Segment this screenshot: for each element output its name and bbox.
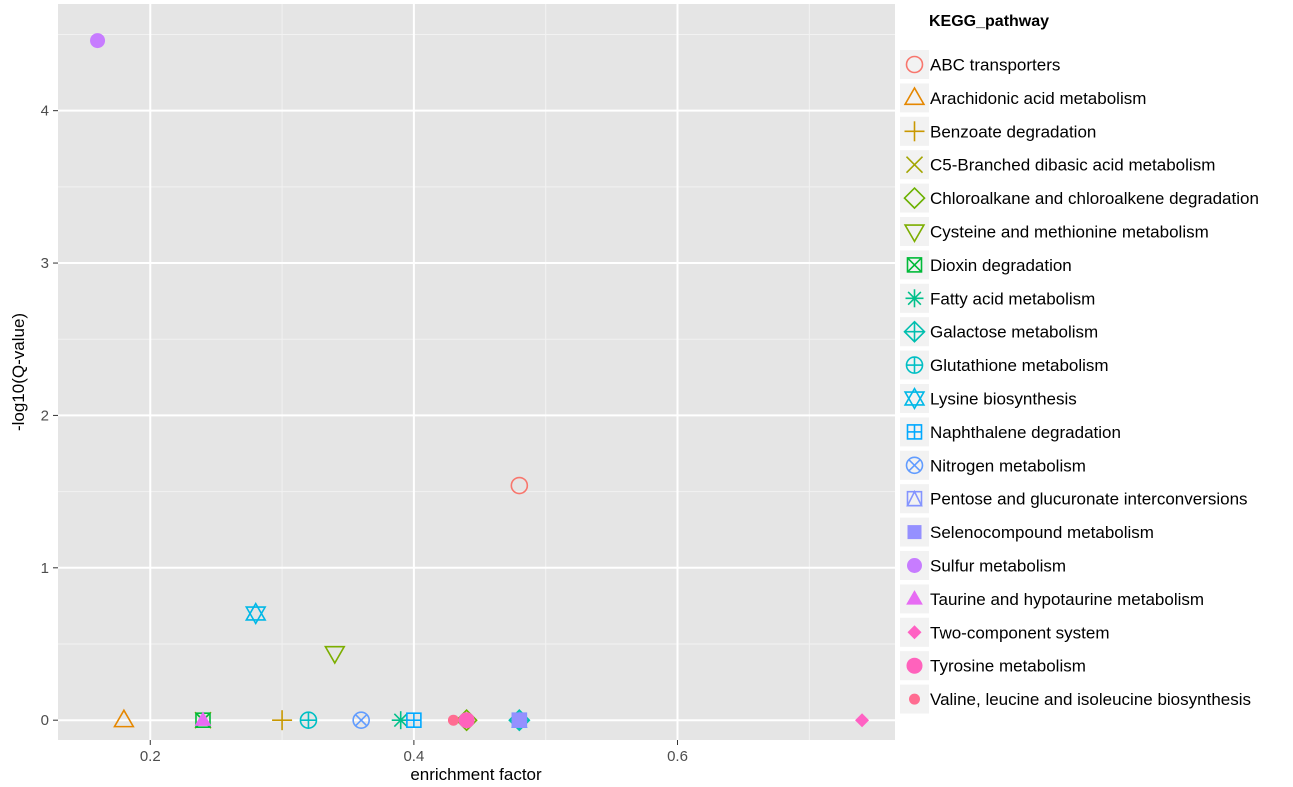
legend-key-icon (903, 86, 926, 106)
data-point (447, 714, 459, 726)
x-tick-label: 0.6 (667, 748, 688, 765)
legend-item: Valine, leucine and isoleucine biosynthe… (900, 684, 1251, 714)
data-point (272, 710, 293, 731)
legend-item: Nitrogen metabolism (900, 450, 1086, 480)
legend-key-icon (903, 386, 926, 411)
data-point (512, 713, 527, 728)
legend-item: Galactose metabolism (900, 317, 1098, 347)
legend-key-icon (905, 55, 924, 74)
x-tick-label: 0.2 (140, 748, 161, 765)
legend-label: Galactose metabolism (930, 323, 1098, 342)
legend-key-icon (903, 224, 926, 244)
legend-title: KEGG_pathway (929, 13, 1049, 30)
tick-labels: 0.2 0.4 0.6 0 1 2 3 4 (41, 103, 688, 765)
axis-ticks (53, 110, 679, 745)
legend: ABC transporters Arachidonic acid metabol… (900, 50, 1259, 714)
legend-label: Benzoate degradation (930, 122, 1096, 141)
legend-key-background (900, 50, 929, 79)
legend-key-icon (907, 525, 922, 540)
legend-item: Sulfur metabolism (900, 551, 1066, 580)
legend-label: Glutathione metabolism (930, 356, 1109, 375)
legend-label: Selenocompound metabolism (930, 523, 1154, 542)
major-gridlines (58, 4, 895, 740)
legend-key-icon (906, 257, 923, 273)
y-tick-label: 3 (41, 255, 49, 272)
legend-key-icon (906, 489, 923, 507)
y-tick-label: 4 (41, 103, 49, 120)
y-tick-label: 1 (41, 560, 49, 577)
legend-key-icon (903, 320, 926, 343)
legend-item: Naphthalene degradation (900, 417, 1121, 447)
data-point (324, 645, 346, 665)
legend-key-icon (904, 121, 925, 142)
legend-label: Cysteine and methionine metabolism (930, 223, 1209, 242)
data-point (510, 476, 529, 495)
x-axis-title: enrichment factor (410, 765, 542, 784)
legend-item: Lysine biosynthesis (900, 384, 1077, 413)
legend-item: Cysteine and methionine metabolism (900, 217, 1209, 246)
legend-item: Selenocompound metabolism (900, 517, 1154, 547)
data-point (113, 708, 135, 728)
legend-key-icon (903, 186, 926, 210)
legend-key-icon (905, 356, 924, 374)
data-point (299, 711, 318, 729)
legend-label: Chloroalkane and chloroalkene degradatio… (930, 189, 1259, 208)
legend-item: Dioxin degradation (900, 250, 1072, 280)
legend-key-icon (907, 625, 922, 640)
legend-label: Nitrogen metabolism (930, 456, 1086, 475)
legend-key-background (900, 484, 929, 514)
data-point (855, 713, 870, 728)
legend-label: Valine, leucine and isoleucine biosynthe… (930, 690, 1251, 709)
legend-item: Arachidonic acid metabolism (900, 83, 1146, 113)
legend-key-icon (906, 657, 923, 674)
legend-key-icon (909, 693, 920, 705)
legend-label: Two-component system (930, 623, 1110, 642)
data-point (90, 33, 106, 49)
plot-panel (58, 4, 895, 740)
legend-item: Glutathione metabolism (900, 350, 1109, 380)
legend-item: Benzoate degradation (900, 116, 1096, 146)
data-points (90, 33, 870, 732)
legend-key-icon (905, 156, 924, 174)
legend-item: Taurine and hypotaurine metabolism (900, 584, 1204, 614)
legend-key-icon (907, 558, 922, 573)
legend-key-icon (906, 424, 923, 440)
legend-item: Fatty acid metabolism (900, 283, 1095, 313)
legend-label: Arachidonic acid metabolism (930, 89, 1146, 108)
legend-label: Naphthalene degradation (930, 423, 1121, 442)
y-axis-title: -log10(Q-value) (9, 313, 28, 431)
data-point (352, 711, 370, 729)
data-point (406, 712, 422, 728)
legend-item: ABC transporters (900, 50, 1060, 79)
legend-item: C5-Branched dibasic acid metabolism (900, 150, 1215, 180)
legend-label: Lysine biosynthesis (930, 390, 1077, 409)
legend-label: Sulfur metabolism (930, 557, 1066, 576)
x-tick-label: 0.4 (403, 748, 424, 765)
legend-label: Taurine and hypotaurine metabolism (930, 590, 1204, 609)
data-point (194, 711, 212, 726)
data-point (458, 712, 475, 729)
legend-label: ABC transporters (930, 56, 1060, 75)
legend-key-icon (905, 289, 924, 308)
legend-label: Dioxin degradation (930, 256, 1072, 275)
legend-key-icon (906, 590, 923, 605)
legend-label: Tyrosine metabolism (930, 657, 1086, 676)
data-point (244, 602, 267, 626)
data-point (391, 711, 410, 730)
legend-item: Pentose and glucuronate interconversions (900, 484, 1248, 514)
legend-item: Chloroalkane and chloroalkene degradatio… (900, 183, 1259, 213)
legend-label: C5-Branched dibasic acid metabolism (930, 156, 1215, 175)
legend-item: Two-component system (900, 617, 1110, 647)
legend-label: Fatty acid metabolism (930, 289, 1095, 308)
y-tick-label: 0 (41, 712, 49, 729)
minor-gridlines (58, 4, 895, 740)
y-tick-label: 2 (41, 407, 49, 424)
legend-label: Pentose and glucuronate interconversions (930, 490, 1248, 509)
legend-key-icon (905, 456, 924, 475)
legend-item: Tyrosine metabolism (900, 651, 1086, 681)
